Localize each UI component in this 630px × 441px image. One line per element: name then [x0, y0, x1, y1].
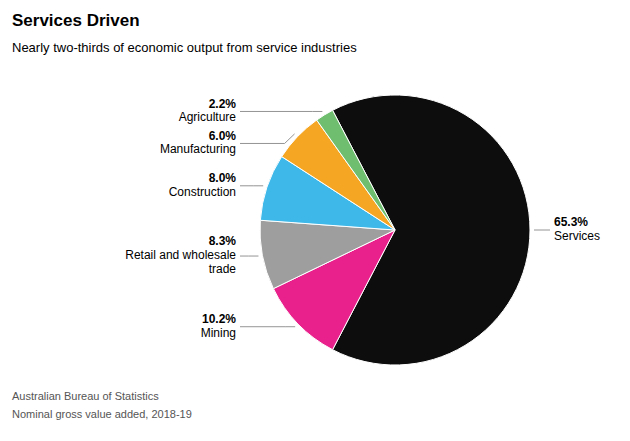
category-label: Mining	[201, 326, 236, 340]
title: Services Driven	[12, 11, 140, 30]
leader-line	[240, 326, 295, 327]
leader-line	[240, 134, 295, 144]
leader-line	[240, 256, 258, 257]
data-label: 8.0%	[209, 171, 237, 185]
category-label-line: Services	[554, 229, 600, 243]
category-label-line: Manufacturing	[160, 143, 236, 157]
data-label: 65.3%	[554, 215, 588, 229]
leader-line	[240, 185, 263, 186]
data-label: 10.2%	[202, 312, 236, 326]
category-label-line: Mining	[201, 326, 236, 340]
leader-line	[534, 230, 550, 231]
category-label: Agriculture	[179, 111, 237, 125]
category-label: Manufacturing	[160, 143, 236, 157]
chart: Services Driven Nearly two-thirds of econ…	[0, 0, 630, 441]
footnote: Australian Bureau of Statistics	[12, 390, 159, 402]
category-label-line: Agriculture	[179, 111, 237, 125]
data-label: 6.0%	[209, 129, 237, 143]
category-label: Construction	[169, 185, 236, 199]
data-label: 8.3%	[209, 234, 237, 248]
category-label-line: Retail and wholesale	[125, 248, 236, 262]
category-label-line: Construction	[169, 185, 236, 199]
category-label-line: trade	[209, 262, 237, 276]
footnote: Nominal gross value added, 2018-19	[12, 408, 192, 420]
category-label: Retail and wholesaletrade	[125, 248, 236, 276]
slice	[317, 110, 395, 230]
category-label: Services	[554, 229, 600, 243]
leader-line	[240, 111, 322, 112]
data-label: 2.2%	[209, 97, 237, 111]
slice	[260, 220, 395, 288]
pie	[260, 95, 530, 365]
subtitle: Nearly two-thirds of economic output fro…	[12, 40, 357, 55]
